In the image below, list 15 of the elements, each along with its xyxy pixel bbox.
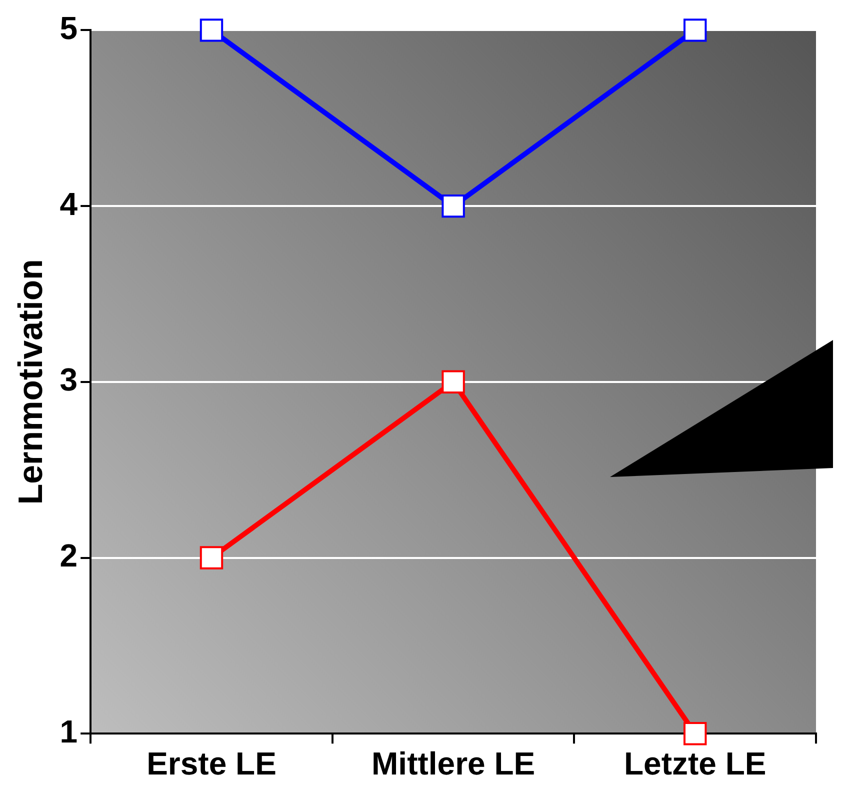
- point: [442, 370, 465, 394]
- point: [200, 18, 224, 42]
- point: [442, 194, 465, 218]
- y-tick-label: 4: [60, 186, 78, 222]
- x-tick-label: Letzte LE: [624, 746, 766, 782]
- point: [200, 546, 224, 570]
- x-tick-label: Erste LE: [146, 746, 276, 782]
- y-tick-label: 5: [60, 10, 78, 46]
- point: [683, 722, 707, 746]
- y-tick-label: 1: [60, 713, 78, 750]
- y-tick-label: 2: [60, 538, 78, 574]
- point: [683, 18, 707, 42]
- y-tick-label: 3: [60, 362, 78, 398]
- y-axis-title: Lernmotivation: [12, 259, 50, 505]
- x-tick-label: Mittlere LE: [372, 746, 536, 782]
